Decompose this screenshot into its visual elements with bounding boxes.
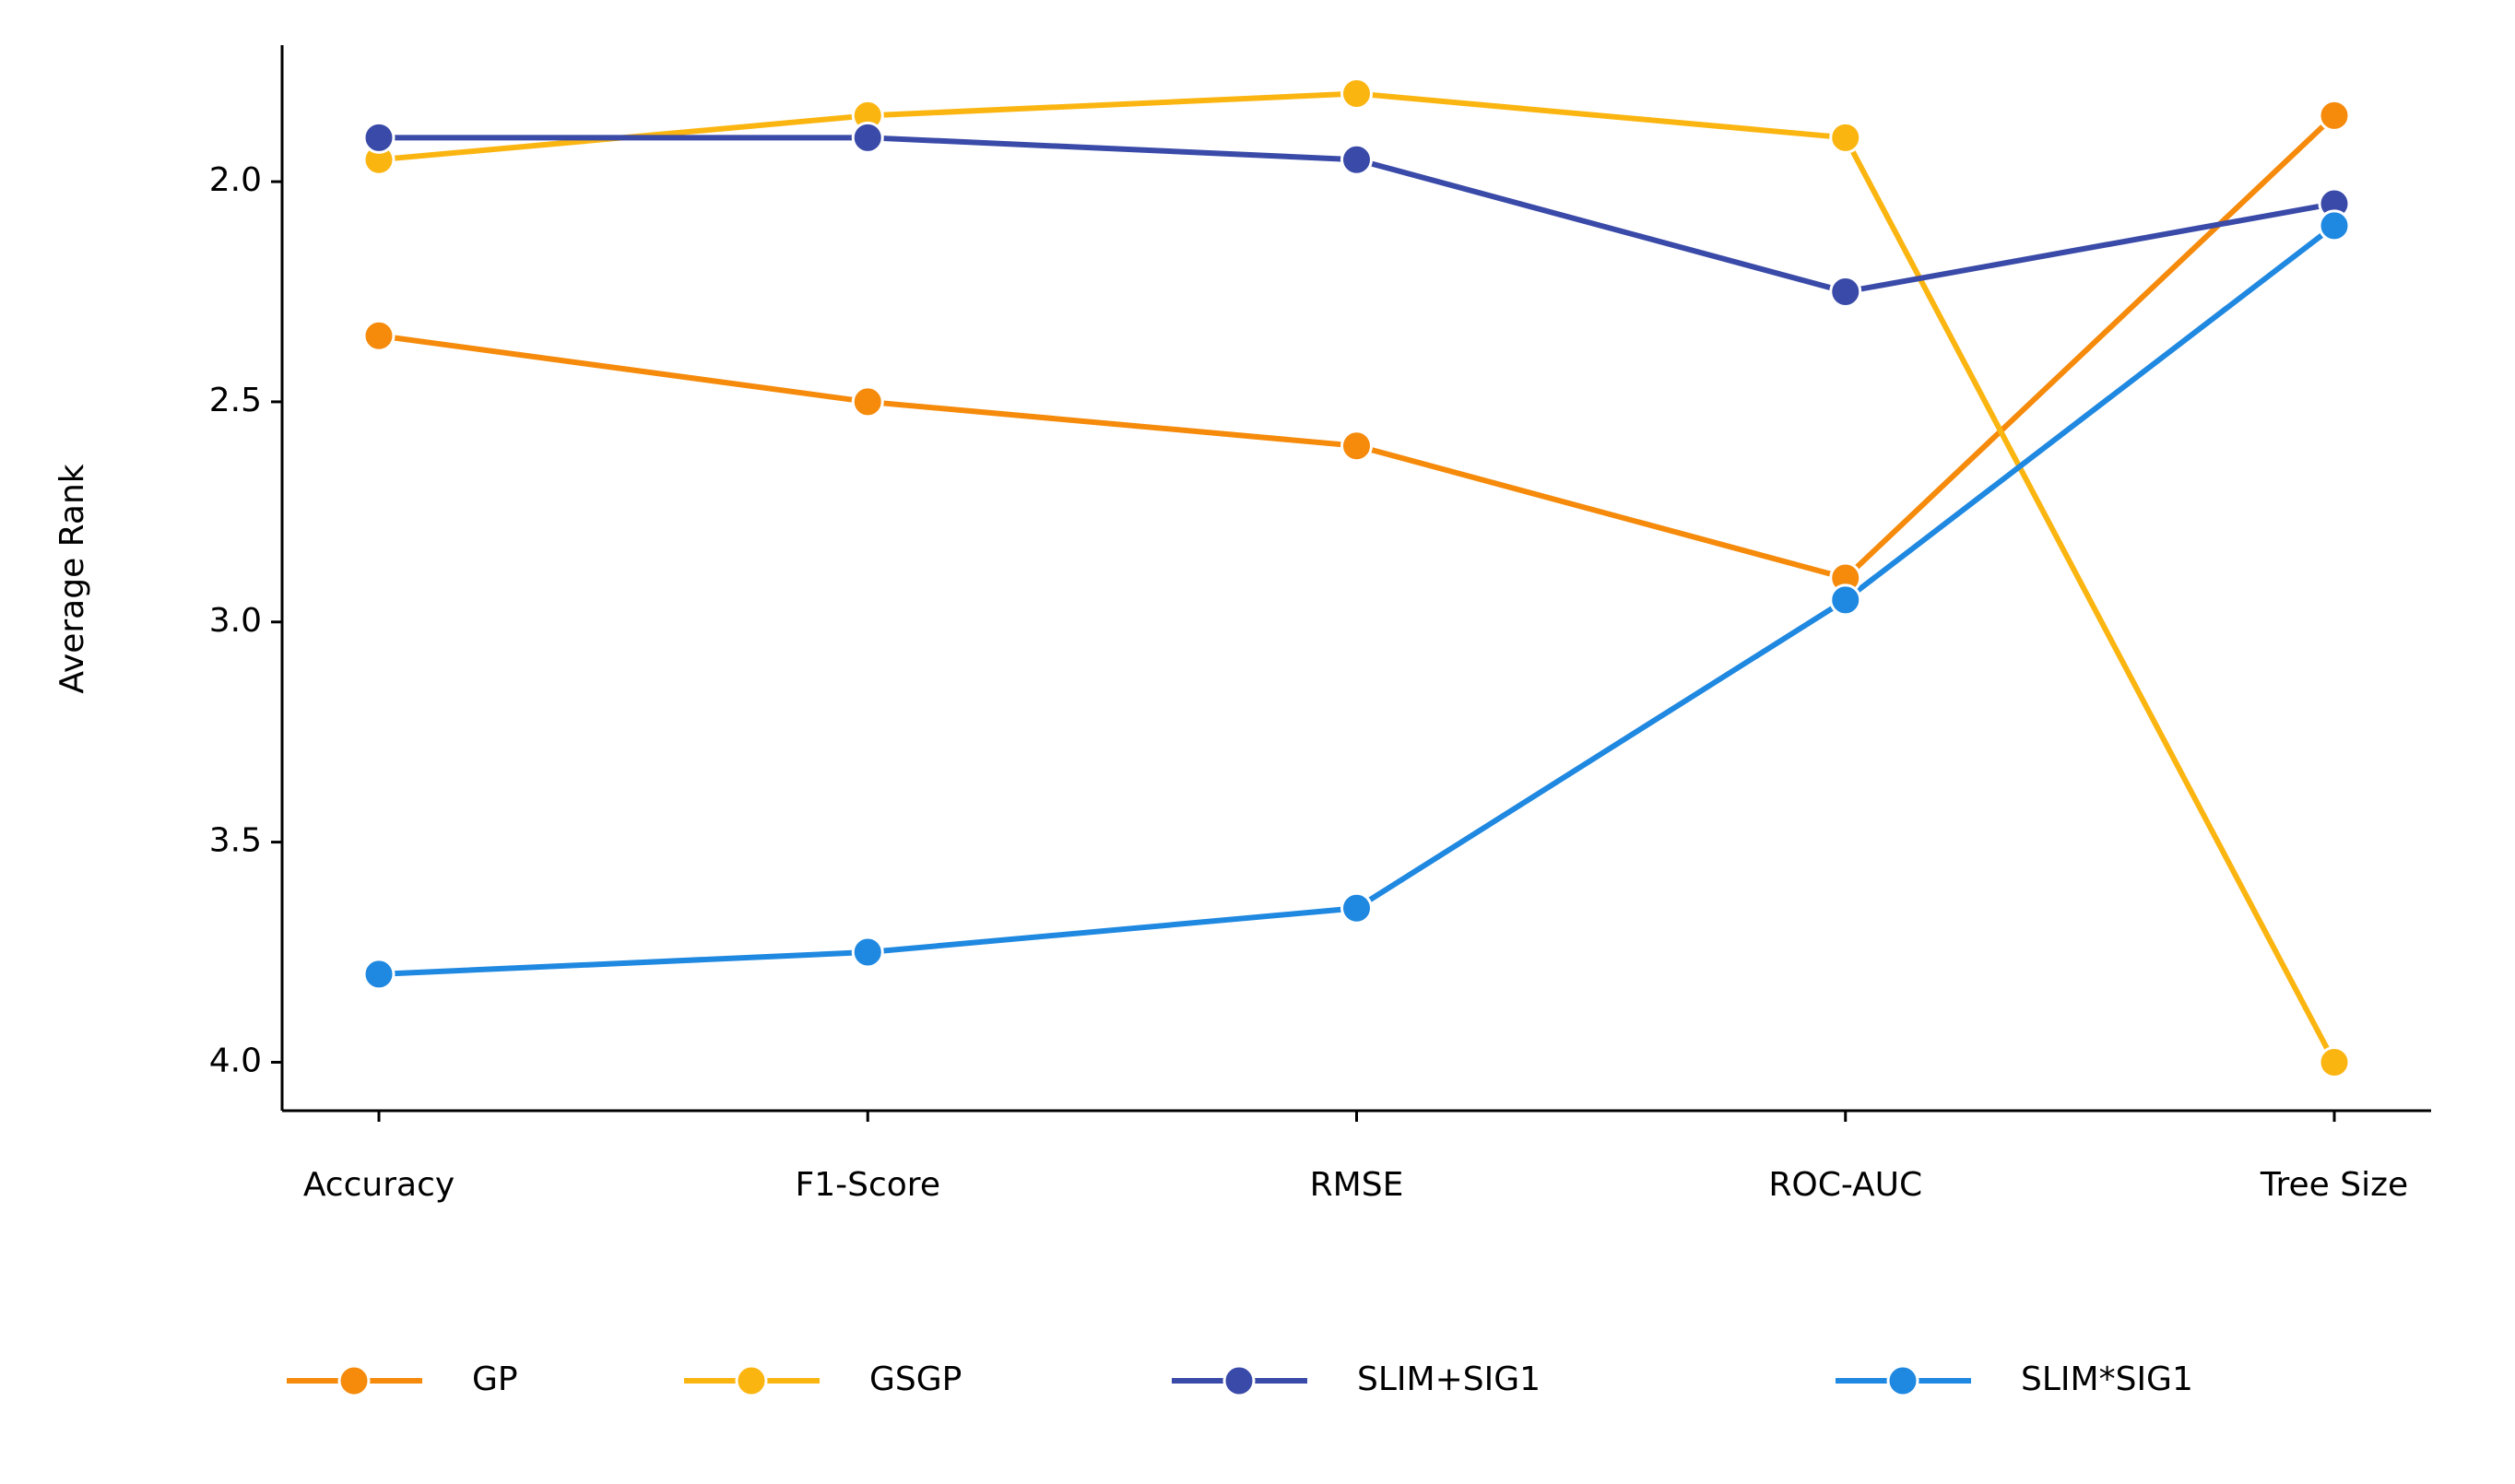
- data-point: [851, 936, 884, 969]
- legend-label: GSGP: [869, 1360, 962, 1398]
- x-tick-label: RMSE: [1310, 1166, 1404, 1204]
- data-point: [1829, 583, 1862, 617]
- data-point: [2318, 1045, 2351, 1078]
- data-point: [851, 121, 884, 154]
- legend-marker: [337, 1364, 371, 1397]
- data-point: [1340, 891, 1373, 925]
- x-tick-label: Accuracy: [303, 1166, 455, 1204]
- y-axis-label: Average Rank: [53, 464, 91, 693]
- x-tick-label: ROC-AUC: [1768, 1166, 1922, 1204]
- data-point: [1829, 121, 1862, 154]
- y-tick-label: 3.0: [209, 602, 262, 640]
- y-tick-label: 3.5: [209, 822, 262, 860]
- data-point: [1340, 430, 1373, 463]
- x-tick-label: Tree Size: [2260, 1166, 2408, 1204]
- legend-marker: [735, 1364, 768, 1397]
- data-point: [1340, 77, 1373, 111]
- y-tick-label: 2.5: [209, 382, 262, 419]
- data-point: [362, 319, 396, 352]
- x-tick-label: F1-Score: [796, 1166, 940, 1204]
- legend-label: GP: [472, 1360, 518, 1398]
- data-point: [2318, 209, 2351, 242]
- data-point: [1340, 143, 1373, 176]
- series-line: [378, 223, 2336, 977]
- data-point: [2318, 99, 2351, 132]
- data-point: [362, 958, 396, 991]
- y-tick-label: 2.0: [209, 161, 262, 199]
- legend-marker: [1222, 1364, 1256, 1397]
- data-point: [362, 121, 396, 154]
- legend-marker: [1886, 1364, 1919, 1397]
- legend-label: SLIM+SIG1: [1357, 1360, 1541, 1398]
- data-point: [851, 385, 884, 418]
- legend-label: SLIM*SIG1: [2021, 1360, 2193, 1398]
- y-tick-label: 4.0: [209, 1042, 262, 1079]
- data-point: [1829, 276, 1862, 309]
